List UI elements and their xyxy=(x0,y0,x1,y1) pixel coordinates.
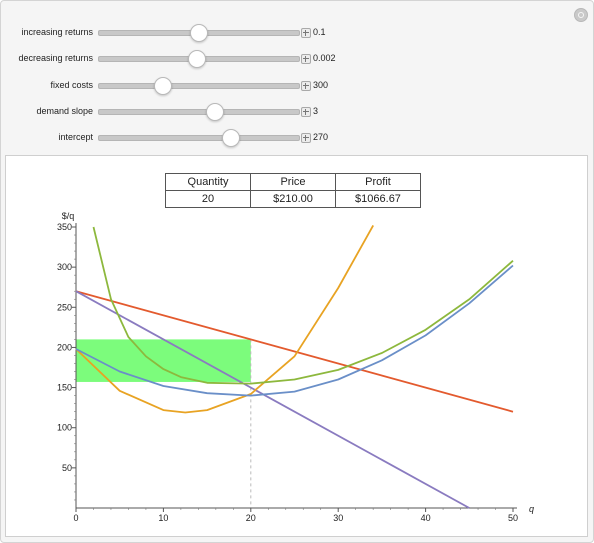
header-price: Price xyxy=(250,173,336,191)
value-demand-slope: 3 xyxy=(313,106,319,116)
slider-thumb-intercept[interactable] xyxy=(222,129,240,147)
label-fixed-costs: fixed costs xyxy=(50,80,93,90)
x-tick-label: 20 xyxy=(246,513,256,523)
label-intercept: intercept xyxy=(58,132,93,142)
expand-intercept-icon[interactable] xyxy=(301,133,311,143)
y-tick-label: 250 xyxy=(57,302,72,312)
header-profit: Profit xyxy=(335,173,421,191)
slider-intercept[interactable] xyxy=(98,135,300,141)
y-tick-label: 100 xyxy=(57,423,72,433)
label-decreasing-returns: decreasing returns xyxy=(18,53,93,63)
slider-thumb-demand-slope[interactable] xyxy=(206,103,224,121)
x-tick-label: 0 xyxy=(73,513,78,523)
value-profit: $1066.67 xyxy=(335,190,421,208)
y-axis-label: $/q xyxy=(62,211,75,221)
expand-decreasing-returns-icon[interactable] xyxy=(301,54,311,64)
series-line-0 xyxy=(75,290,514,413)
series-line-1 xyxy=(75,290,470,509)
slider-thumb-increasing-returns[interactable] xyxy=(190,24,208,42)
value-intercept: 270 xyxy=(313,132,329,142)
x-tick-label: 40 xyxy=(421,513,431,523)
x-tick-label: 30 xyxy=(333,513,343,523)
slider-thumb-decreasing-returns[interactable] xyxy=(188,50,206,68)
slider-fixed-costs[interactable] xyxy=(98,83,300,89)
label-increasing-returns: increasing returns xyxy=(21,27,93,37)
x-axis-label: q xyxy=(529,504,534,514)
x-tick-label: 10 xyxy=(158,513,168,523)
value-increasing-returns: 0.1 xyxy=(313,27,326,37)
results-table: Quantity Price Profit 20 $210.00 $1066.6… xyxy=(165,173,421,208)
value-price: $210.00 xyxy=(250,190,336,208)
slider-thumb-fixed-costs[interactable] xyxy=(154,77,172,95)
reset-icon[interactable] xyxy=(574,8,588,22)
y-tick-label: 50 xyxy=(62,463,72,473)
y-tick-label: 350 xyxy=(57,222,72,232)
profit-rectangle xyxy=(76,339,251,382)
y-tick-label: 150 xyxy=(57,383,72,393)
value-decreasing-returns: 0.002 xyxy=(313,53,336,63)
series-line-2 xyxy=(75,224,374,414)
x-tick-label: 50 xyxy=(508,513,518,523)
y-tick-label: 300 xyxy=(57,262,72,272)
series-line-4 xyxy=(92,226,514,385)
series-line-3 xyxy=(75,264,514,397)
expand-demand-slope-icon[interactable] xyxy=(301,107,311,117)
value-quantity: 20 xyxy=(165,190,251,208)
y-tick-label: 200 xyxy=(57,342,72,352)
slider-demand-slope[interactable] xyxy=(98,109,300,115)
label-demand-slope: demand slope xyxy=(36,106,93,116)
value-fixed-costs: 300 xyxy=(313,80,329,90)
expand-fixed-costs-icon[interactable] xyxy=(301,81,311,91)
expand-increasing-returns-icon[interactable] xyxy=(301,28,311,38)
